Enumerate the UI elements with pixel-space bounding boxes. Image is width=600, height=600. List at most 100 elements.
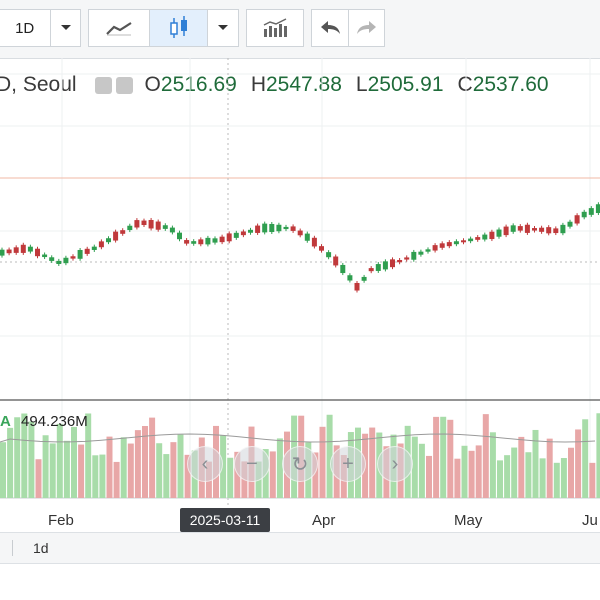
volume-bar <box>532 429 539 498</box>
volume-bar <box>85 413 92 498</box>
candlestick-icon[interactable] <box>149 10 207 46</box>
volume-bar <box>170 442 177 498</box>
x-axis-label-feb: Feb <box>48 512 74 529</box>
chevron-down-icon[interactable] <box>207 10 238 46</box>
candle <box>319 246 324 251</box>
candle <box>98 241 104 248</box>
candle <box>567 221 573 227</box>
candle <box>63 257 69 264</box>
candle <box>375 264 381 271</box>
candle <box>382 261 388 270</box>
volume-bar <box>369 427 376 498</box>
volume-bar <box>127 443 134 498</box>
candle <box>418 251 424 255</box>
candle <box>141 220 147 226</box>
volume-bar <box>21 413 28 498</box>
line-chart-icon[interactable] <box>89 10 149 46</box>
zoom-out-icon: − <box>246 452 258 475</box>
scroll-left-button[interactable]: ‹ <box>187 446 223 482</box>
volume-bar <box>482 414 489 498</box>
volume-bar <box>35 459 42 498</box>
chevron-down-icon[interactable] <box>50 10 80 46</box>
volume-bar <box>475 445 482 498</box>
chart-type-selector[interactable] <box>88 9 239 47</box>
candle <box>276 224 282 232</box>
candle <box>113 231 119 241</box>
volume-bar <box>7 427 14 498</box>
visibility-icon[interactable] <box>94 76 112 94</box>
zoom-in-icon: + <box>342 452 354 475</box>
volume-bar <box>582 419 589 498</box>
candle <box>532 228 537 231</box>
candle <box>546 227 552 234</box>
volume-bar <box>184 454 191 498</box>
volume-bar <box>71 426 77 498</box>
volume-bar <box>78 444 85 498</box>
candle <box>91 246 97 250</box>
volume-bar <box>220 435 227 498</box>
close-value: 2537.60 <box>472 73 549 96</box>
volume-bar <box>163 454 170 498</box>
scroll-right-button[interactable]: › <box>377 446 413 482</box>
indicators-icon[interactable] <box>247 10 303 46</box>
volume-bar <box>28 421 35 498</box>
candle <box>326 252 332 258</box>
volume-bar <box>426 455 432 498</box>
candle <box>503 226 509 236</box>
candle <box>354 282 360 291</box>
candle <box>233 232 239 238</box>
volume-bar <box>14 417 21 498</box>
candle <box>169 227 175 233</box>
chart-toolbar: 1D <box>0 0 600 59</box>
candle <box>269 223 275 233</box>
reset-icon: ↻ <box>291 453 309 476</box>
interval-label[interactable]: 1D <box>15 19 35 37</box>
candle <box>510 225 516 232</box>
divider <box>12 540 13 556</box>
volume-bar <box>454 458 461 498</box>
volume-bar <box>440 416 447 498</box>
volume-bar <box>63 440 70 498</box>
candle <box>553 228 559 234</box>
range-bar: 1d <box>0 532 600 564</box>
candle <box>524 224 530 233</box>
candle <box>262 223 268 233</box>
candle <box>248 229 253 233</box>
volume-bar <box>269 451 276 498</box>
volume-bar <box>461 445 468 498</box>
candle <box>191 241 197 244</box>
symbol-title: D, Seoul <box>0 73 77 96</box>
volume-bar <box>0 442 6 498</box>
zoom-out-button[interactable]: − <box>234 446 270 482</box>
volume-bar <box>319 426 326 498</box>
volume-bar <box>596 413 600 498</box>
undo-icon[interactable] <box>312 10 348 46</box>
volume-bar <box>42 435 49 498</box>
candle <box>6 249 12 254</box>
candle <box>588 208 594 215</box>
gear-icon[interactable] <box>115 76 133 94</box>
zoom-in-button[interactable]: + <box>330 446 366 482</box>
open-value: 2516.69 <box>160 73 237 96</box>
candle <box>560 224 566 234</box>
x-axis-label-may: May <box>454 512 483 529</box>
volume-bar <box>120 437 127 498</box>
candle <box>311 237 317 247</box>
indicators-button[interactable] <box>246 9 304 47</box>
high-value: 2547.88 <box>265 73 342 96</box>
candle <box>404 257 410 260</box>
range-1d-button[interactable]: 1d <box>33 540 49 556</box>
price-chart[interactable] <box>0 58 600 532</box>
candle <box>13 247 19 253</box>
volume-bar <box>92 455 99 498</box>
reset-button[interactable]: ↻ <box>282 446 318 482</box>
volume-bar <box>418 443 425 498</box>
candle <box>361 276 367 281</box>
interval-selector[interactable]: 1D <box>0 9 81 47</box>
candle <box>20 244 26 253</box>
open-key: O <box>144 73 161 96</box>
redo-icon[interactable] <box>348 10 384 46</box>
candle <box>453 241 459 245</box>
low-value: 2505.91 <box>367 73 444 96</box>
candle <box>290 226 296 231</box>
